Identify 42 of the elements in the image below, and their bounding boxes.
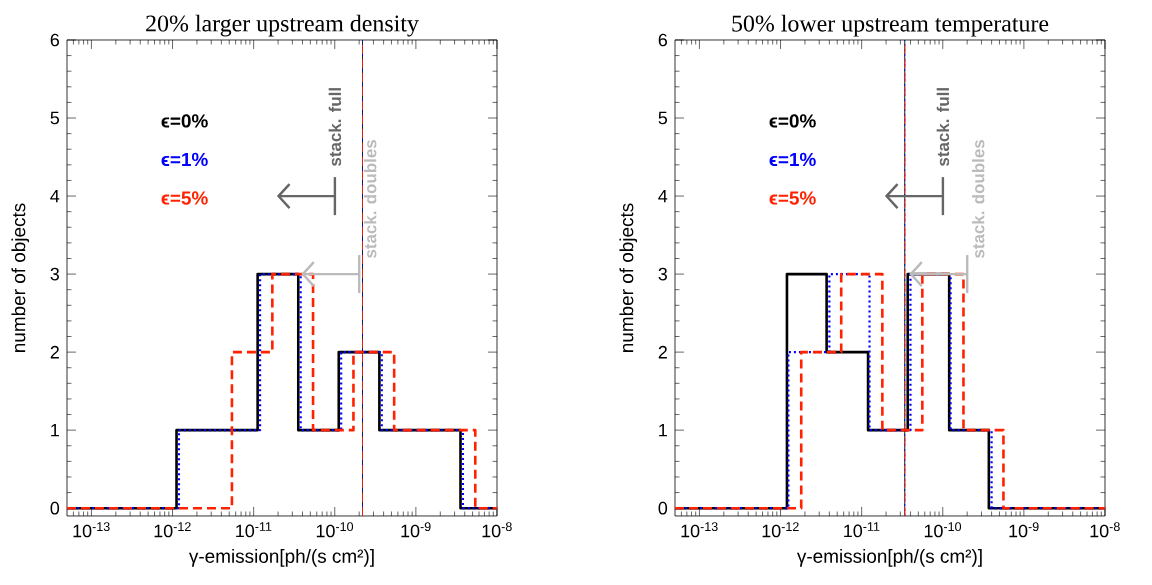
x-tick-label: 10$^{-10}$	[316, 522, 354, 538]
y-tick-label: 2	[658, 345, 667, 359]
x-tick-label: 10$^{-10}$	[924, 522, 962, 538]
x-axis-title: γ-emission[ph/(s cm²)]	[796, 549, 982, 567]
y-tick-label: 0	[50, 501, 60, 515]
text: ϵ=1%	[161, 152, 208, 167]
x-tick-label: 10$^{-11}$	[844, 522, 880, 538]
chart-title: 50% lower upstream temperature	[732, 14, 1049, 37]
x-tick-label: 10$^{-8}$	[1090, 522, 1120, 538]
annotation: stack. full	[936, 88, 950, 166]
x-tick-label: 10$^{-12}$	[154, 522, 191, 538]
y-tick-label: 2	[50, 345, 59, 359]
x-tick-label: 10$^{-12}$	[762, 522, 799, 538]
text: ϵ=1%	[769, 152, 816, 167]
y-tick-label: 3	[658, 267, 668, 281]
annotation: stack. doubles	[971, 140, 985, 258]
y-tick-label: 0	[658, 501, 668, 515]
text: ϵ=0%	[161, 114, 208, 128]
x-tick-label: 10$^{-8}$	[482, 522, 512, 538]
y-tick-label: 1	[51, 423, 59, 437]
text: ϵ=0%	[769, 114, 816, 128]
y-tick-label: 5	[50, 111, 60, 125]
annotation: stack. doubles	[363, 140, 377, 258]
y-axis-title: number of objects	[11, 203, 30, 352]
y-tick-label: 4	[658, 189, 668, 203]
x-tick-label: 10$^{-13}$	[681, 522, 718, 538]
x-tick-label: 10$^{-9}$	[1009, 522, 1039, 538]
y-tick-label: 6	[50, 33, 60, 47]
y-tick-label: 6	[658, 33, 668, 47]
text: ϵ=5%	[769, 191, 816, 205]
y-tick-label: 3	[50, 267, 60, 281]
y-tick-label: 5	[658, 111, 668, 125]
x-tick-label: 10$^{-11}$	[236, 522, 272, 538]
text: ϵ=5%	[161, 191, 208, 205]
y-axis-title: number of objects	[619, 203, 638, 352]
annotation: stack. full	[328, 88, 342, 166]
x-axis-title: γ-emission[ph/(s cm²)]	[188, 549, 374, 567]
x-tick-label: 10$^{-13}$	[73, 522, 110, 538]
y-tick-label: 1	[659, 423, 667, 437]
x-tick-label: 10$^{-9}$	[401, 522, 431, 538]
y-tick-label: 4	[50, 189, 60, 203]
chart-title: 20% larger upstream density	[146, 14, 419, 37]
